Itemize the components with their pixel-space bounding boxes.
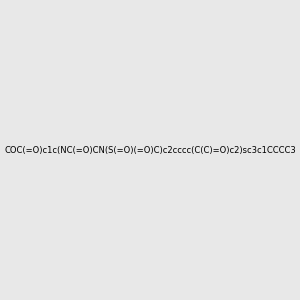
Text: COC(=O)c1c(NC(=O)CN(S(=O)(=O)C)c2cccc(C(C)=O)c2)sc3c1CCCC3: COC(=O)c1c(NC(=O)CN(S(=O)(=O)C)c2cccc(C(…	[4, 146, 296, 154]
